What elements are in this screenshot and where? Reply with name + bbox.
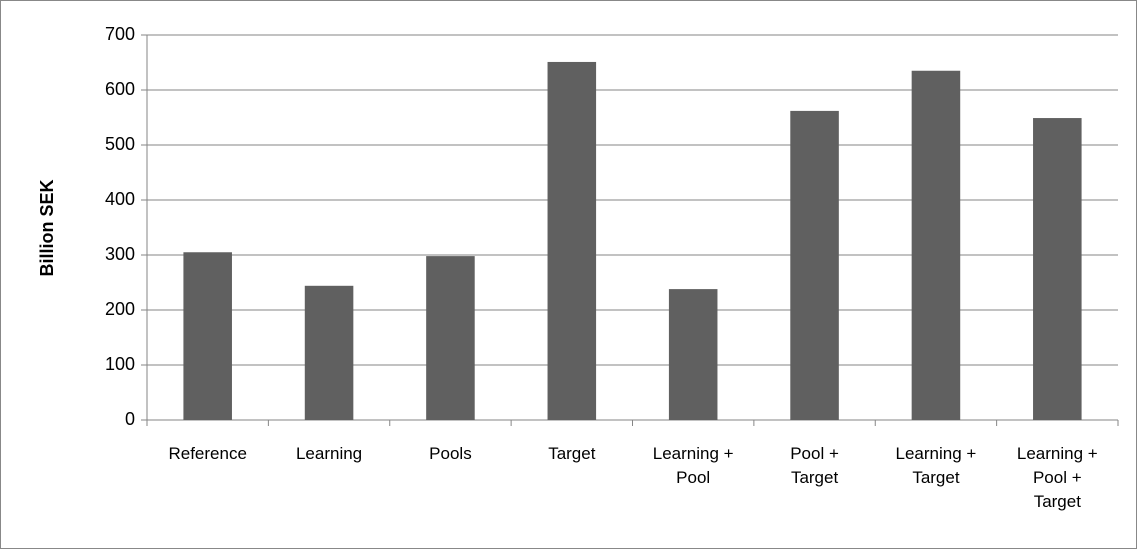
x-tick-label: Learning + Pool + Target bbox=[1016, 444, 1098, 511]
bar bbox=[183, 252, 232, 420]
bar bbox=[790, 110, 839, 421]
y-tick-label: 500 bbox=[105, 134, 135, 154]
y-tick-label: 100 bbox=[105, 354, 135, 374]
x-tick-label: Learning bbox=[295, 444, 363, 463]
bar bbox=[547, 61, 597, 420]
x-tick-label: Learning + Target bbox=[895, 444, 977, 487]
y-tick-label: 600 bbox=[105, 79, 135, 99]
x-tick-label: Learning + Pool bbox=[652, 444, 734, 487]
y-tick-label: 0 bbox=[125, 409, 135, 429]
x-tick-label: Pools bbox=[429, 444, 472, 463]
bar bbox=[304, 285, 354, 420]
x-tick-label: Target bbox=[548, 444, 596, 463]
y-tick-label: 200 bbox=[105, 299, 135, 319]
bar bbox=[668, 289, 718, 420]
bar bbox=[911, 70, 961, 420]
x-tick-label: Pool + Target bbox=[790, 444, 839, 487]
y-tick-label: 300 bbox=[105, 244, 135, 264]
y-tick-label: 700 bbox=[105, 24, 135, 44]
bar bbox=[426, 256, 475, 420]
x-tick-label: Reference bbox=[168, 444, 247, 463]
y-axis-title: Billion SEK bbox=[37, 179, 57, 276]
y-tick-label: 400 bbox=[105, 189, 135, 209]
bar bbox=[1033, 118, 1082, 421]
